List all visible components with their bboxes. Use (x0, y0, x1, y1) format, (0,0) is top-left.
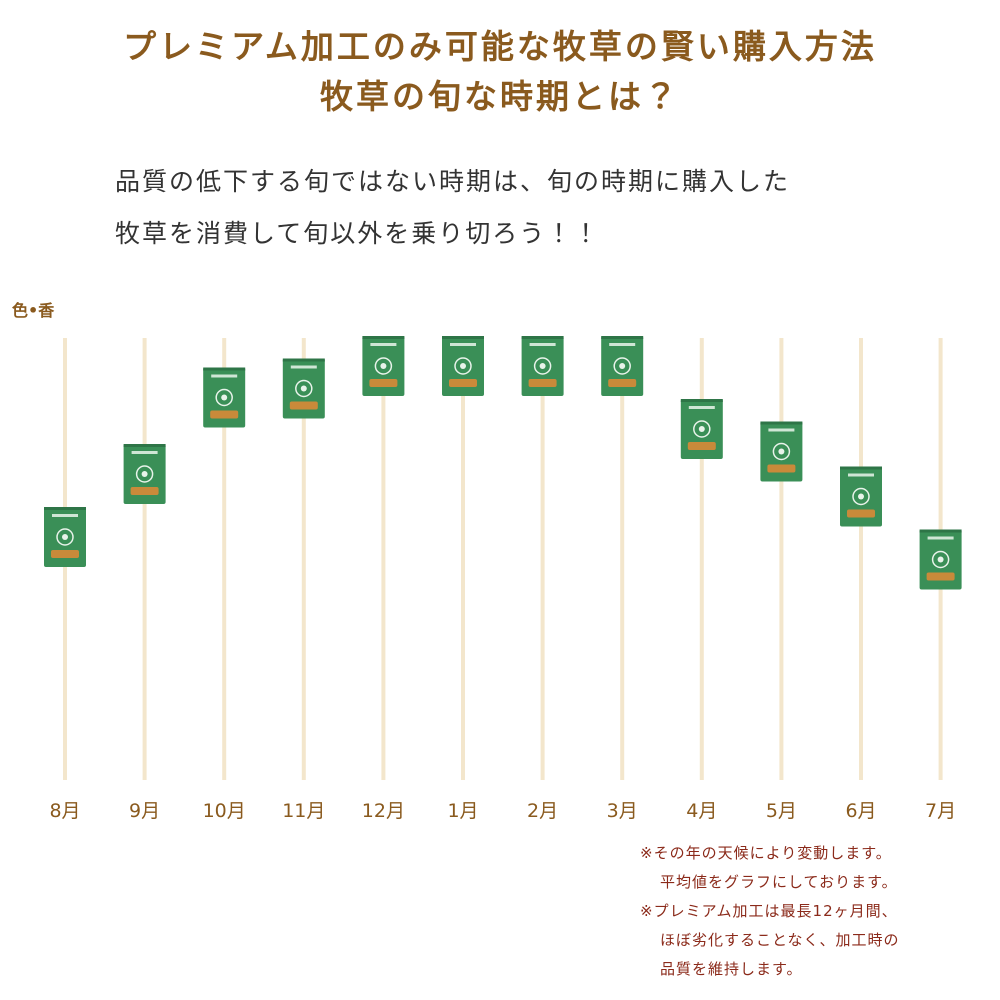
x-tick-label: 8月 (49, 800, 80, 822)
bag-label (211, 374, 238, 378)
bag-label (927, 536, 954, 540)
bag-label (688, 406, 715, 409)
footnote: ※その年の天候により変動します。 (640, 844, 892, 862)
bag-logo-dot (380, 363, 387, 369)
bag-label (768, 428, 795, 432)
bag-logo-dot (778, 448, 785, 455)
bag-window (210, 410, 239, 419)
bag-top (521, 336, 564, 339)
bag-top (282, 358, 325, 362)
bag-logo (135, 465, 154, 483)
x-tick-label: 10月 (203, 800, 246, 822)
hay-bag (203, 367, 246, 428)
bag-label (450, 343, 476, 346)
bag-top (203, 367, 246, 371)
bag-logo (295, 379, 313, 398)
y-axis-label: 色•香 (12, 301, 55, 320)
bag-logo (454, 357, 472, 375)
bag-top (123, 444, 166, 447)
footnote: 品質を維持します。 (660, 960, 803, 978)
hay-bag (123, 444, 166, 504)
bag-logo-dot (62, 534, 68, 540)
bag-logo-dot (460, 363, 466, 369)
hay-bag (442, 336, 484, 396)
bag-top (760, 421, 803, 425)
bag-logo-dot (300, 385, 307, 392)
bag-logo-dot (937, 556, 944, 563)
bag-window (528, 379, 557, 387)
bag-logo-dot (858, 493, 864, 500)
bag-logo-dot (221, 394, 228, 401)
bag-top (919, 529, 962, 533)
bag-window (847, 509, 875, 518)
bag-logo (852, 487, 870, 506)
bag-window (926, 572, 955, 581)
bag-label (290, 365, 317, 369)
bag-window (130, 487, 159, 495)
bag-top (362, 336, 405, 339)
bag-top (601, 336, 644, 339)
bag-label (848, 473, 874, 477)
bag-window (289, 401, 318, 410)
x-tick-label: 11月 (282, 800, 325, 822)
x-tick-label: 7月 (925, 800, 956, 822)
subtitle: 牧草を消費して旬以外を乗り切ろう！！ (115, 219, 600, 248)
bag-logo-dot (141, 471, 148, 477)
bag-logo (215, 388, 233, 407)
bag-window (51, 550, 79, 558)
hay-bag (919, 529, 962, 590)
bag-logo (772, 442, 791, 461)
bag-window (767, 464, 796, 473)
bag-top (44, 507, 86, 510)
hay-bag (840, 466, 882, 527)
bag-label (131, 451, 158, 454)
bag-logo (56, 528, 74, 546)
footnote: ほぼ劣化することなく、加工時の (660, 931, 900, 949)
x-tick-label: 1月 (447, 800, 478, 822)
x-tick-label: 2月 (527, 800, 558, 822)
bag-label (609, 343, 636, 346)
bag-logo-dot (619, 363, 626, 369)
bag-logo-dot (698, 426, 705, 432)
bag-label (370, 343, 397, 346)
bag-top (840, 466, 882, 470)
footnote: ※プレミアム加工は最長12ヶ月間、 (640, 902, 898, 920)
bag-window (369, 379, 398, 387)
x-tick-label: 9月 (129, 800, 160, 822)
hay-bag (282, 358, 325, 419)
subtitle: 品質の低下する旬ではない時期は、旬の時期に購入した (115, 167, 790, 196)
bag-window (449, 379, 477, 387)
x-tick-label: 6月 (845, 800, 876, 822)
hay-bag (601, 336, 644, 396)
x-tick-label: 3月 (607, 800, 638, 822)
bag-logo (931, 550, 950, 569)
bag-logo-dot (539, 363, 546, 369)
bag-logo (533, 357, 552, 375)
hay-bag (760, 421, 803, 482)
bag-top (680, 399, 723, 402)
hay-bag (362, 336, 405, 396)
bag-logo (693, 420, 711, 438)
bag-window (608, 379, 637, 387)
x-tick-label: 5月 (766, 800, 797, 822)
x-tick-label: 4月 (686, 800, 717, 822)
hay-bag (44, 507, 86, 567)
bag-label (52, 514, 78, 517)
bag-label (529, 343, 556, 346)
x-tick-label: 12月 (362, 800, 405, 822)
chart-title: プレミアム加工のみ可能な牧草の賢い購入方法 (123, 27, 877, 66)
hay-bag (680, 399, 723, 459)
hay-bag (521, 336, 564, 396)
bag-window (687, 442, 716, 450)
footnote: 平均値をグラフにしております。 (660, 873, 898, 891)
bag-logo (374, 357, 393, 375)
bag-logo (613, 357, 631, 375)
bag-top (442, 336, 484, 339)
chart-title: 牧草の旬な時期とは？ (320, 77, 680, 116)
